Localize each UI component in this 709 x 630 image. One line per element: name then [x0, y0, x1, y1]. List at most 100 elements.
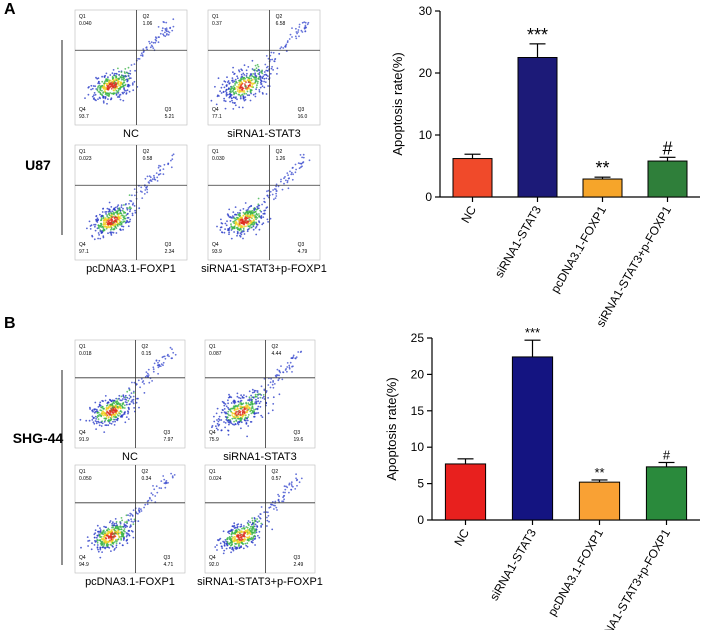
plot-frame [74, 144, 188, 261]
event-dot [254, 211, 257, 213]
event-dot [112, 409, 115, 411]
event-dot [272, 189, 274, 191]
event-dot [163, 478, 166, 481]
event-dot [239, 534, 242, 537]
event-dot [283, 177, 285, 180]
event-dot [242, 87, 245, 90]
event-dot [249, 74, 252, 77]
event-dot [277, 493, 279, 496]
event-dot [295, 27, 297, 30]
event-dot [271, 193, 274, 196]
event-dot [245, 405, 248, 408]
event-dot [240, 408, 243, 410]
event-dot [248, 94, 251, 97]
event-dot [298, 35, 300, 38]
event-dot [229, 91, 232, 93]
bar [578, 481, 621, 521]
event-dot [260, 394, 263, 396]
event-dot [257, 515, 260, 518]
event-dot [128, 84, 131, 87]
event-dot [85, 419, 88, 422]
event-dot [274, 500, 277, 503]
panel-label: A [4, 1, 16, 18]
event-dot [288, 483, 291, 486]
event-dot [222, 552, 225, 555]
event-dot [115, 217, 118, 219]
event-dot [300, 477, 303, 480]
event-dot [288, 364, 291, 367]
event-dot [254, 81, 257, 84]
event-dot [274, 58, 277, 60]
event-dot [256, 408, 259, 411]
event-dot [238, 214, 241, 217]
event-dot [304, 30, 307, 33]
event-dot [106, 404, 109, 406]
event-dot [240, 427, 242, 430]
event-dot [258, 90, 261, 93]
event-dot [165, 21, 168, 24]
event-dot [102, 236, 105, 239]
event-dot [122, 81, 125, 84]
event-dot [258, 228, 261, 231]
event-dot [235, 414, 238, 416]
event-dot [91, 409, 94, 412]
event-dot [243, 225, 246, 228]
event-dot [237, 541, 240, 543]
event-dot [255, 400, 258, 403]
event-dot [254, 520, 256, 522]
event-dot [112, 539, 114, 541]
event-dot [246, 72, 248, 75]
event-dot [106, 226, 109, 229]
event-dot [242, 237, 244, 240]
event-dot [234, 104, 237, 107]
event-dot [273, 383, 276, 385]
event-dot [239, 209, 242, 212]
event-dot [245, 220, 248, 223]
event-dot [110, 206, 113, 208]
event-dot [246, 88, 248, 91]
event-dot [268, 506, 271, 509]
event-dot [127, 83, 129, 86]
event-dot [242, 98, 245, 100]
event-dot [290, 173, 293, 176]
event-dot [147, 368, 150, 371]
event-dot [89, 225, 92, 227]
event-dot [253, 528, 256, 531]
bar [582, 178, 623, 198]
event-dot [244, 535, 246, 538]
event-dot [110, 535, 113, 537]
event-dot [231, 97, 233, 100]
event-dot [233, 399, 235, 402]
event-dot [217, 424, 220, 427]
event-dot [238, 70, 241, 73]
event-dot [96, 416, 99, 419]
event-dot [227, 429, 230, 432]
event-dot [259, 513, 262, 515]
event-dot [231, 532, 234, 534]
event-dot [106, 534, 108, 537]
event-dot [246, 217, 249, 220]
event-dot [257, 397, 259, 400]
y-tick-label: 5 [417, 477, 424, 491]
event-dot [239, 397, 242, 400]
event-dot [255, 67, 258, 70]
event-dot [108, 521, 111, 524]
event-dot [154, 41, 157, 44]
event-dot [116, 205, 119, 208]
event-dot [151, 493, 154, 496]
event-dot [274, 374, 277, 377]
event-dot [240, 536, 243, 539]
event-dot [234, 221, 237, 223]
event-dot [135, 512, 138, 515]
event-dot [268, 520, 270, 523]
event-dot [239, 86, 242, 89]
event-dot [131, 515, 134, 517]
event-dot [219, 542, 222, 545]
event-dot [235, 92, 238, 95]
event-dot [256, 391, 259, 394]
event-dot [146, 374, 148, 377]
event-dot [146, 188, 149, 191]
event-dot [221, 545, 223, 548]
event-dot [294, 163, 297, 166]
